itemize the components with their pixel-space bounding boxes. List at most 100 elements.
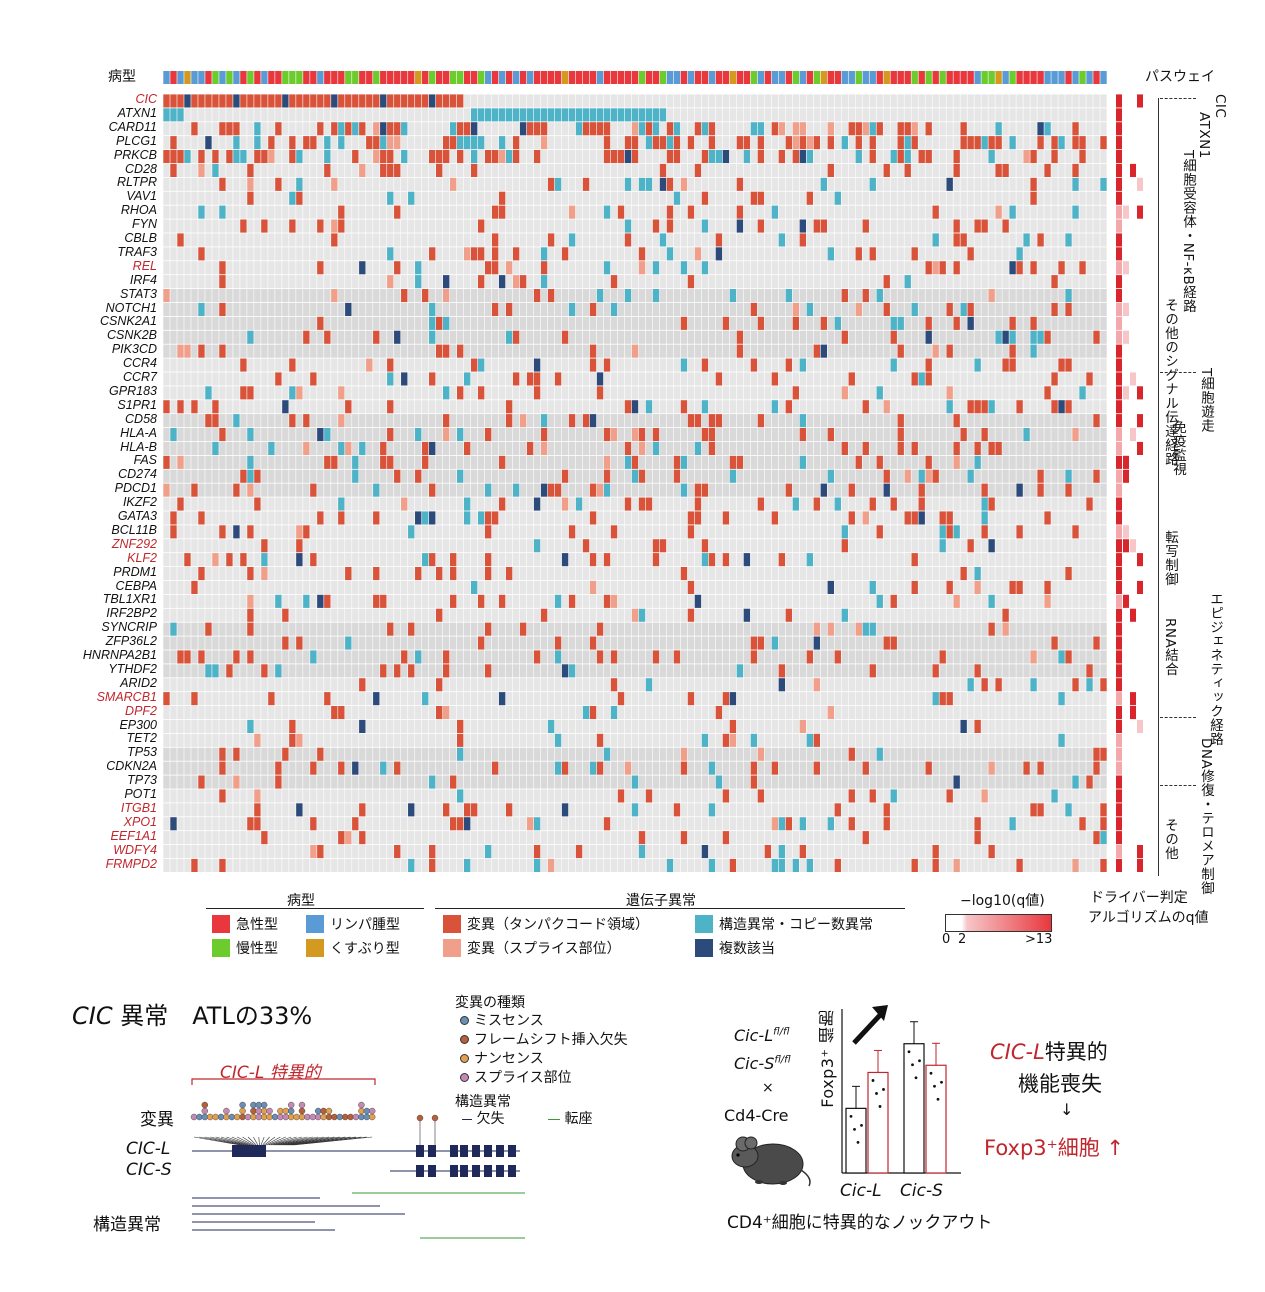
oncoprint-cell: [771, 219, 779, 233]
oncoprint-cell: [806, 247, 814, 261]
oncoprint-cell: [275, 483, 282, 497]
oncoprint-cell: [331, 539, 338, 553]
oncoprint-cell: [352, 539, 359, 553]
oncoprint-cell: [436, 233, 443, 247]
oncoprint-cell: [1016, 219, 1023, 233]
oncoprint-cell: [1002, 428, 1009, 442]
oncoprint-cell: [862, 469, 869, 483]
oncoprint-cell: [268, 330, 275, 344]
oncoprint-cell: [282, 94, 289, 108]
oncoprint-cell: [219, 205, 226, 219]
oncoprint-cell: [876, 344, 883, 358]
oncoprint-cell: [995, 177, 1002, 191]
oncoprint-cell: [631, 553, 639, 567]
oncoprint-cell: [862, 414, 869, 428]
oncoprint-cell: [429, 122, 436, 136]
oncoprint-cell: [750, 247, 758, 261]
oncoprint-cell: [163, 177, 170, 191]
oncoprint-cell: [331, 455, 338, 469]
oncoprint-cell: [310, 261, 317, 275]
oncoprint-cell: [813, 372, 821, 386]
oncoprint-cell: [624, 122, 632, 136]
oncoprint-cell: [862, 302, 869, 316]
oncoprint-cell: [170, 428, 177, 442]
q-value-cell: [1116, 330, 1122, 344]
oncoprint-cell: [666, 414, 674, 428]
oncoprint-cell: [764, 344, 772, 358]
oncoprint-cell: [617, 122, 625, 136]
oncoprint-cell: [163, 219, 170, 233]
q-value-cell: [1116, 191, 1122, 205]
oncoprint-cell: [247, 108, 254, 122]
oncoprint-cell: [939, 455, 946, 469]
oncoprint-cell: [603, 150, 611, 164]
oncoprint-cell: [401, 414, 408, 428]
oncoprint-cell: [373, 191, 380, 205]
oncoprint-cell: [1037, 441, 1044, 455]
oncoprint-cell: [1086, 386, 1093, 400]
oncoprint-cell: [338, 233, 345, 247]
oncoprint-cell: [170, 511, 177, 525]
oncoprint-cell: [708, 511, 716, 525]
oncoprint-cell: [345, 414, 352, 428]
pathology-cell: [638, 71, 646, 84]
oncoprint-cell: [449, 414, 457, 428]
oncoprint-cell: [282, 483, 289, 497]
oncoprint-cell: [268, 122, 275, 136]
oncoprint-cell: [1079, 247, 1086, 261]
oncoprint-cell: [666, 191, 674, 205]
oncoprint-cell: [1072, 511, 1079, 525]
oncoprint-cell: [967, 136, 974, 150]
oncoprint-cell: [387, 150, 394, 164]
oncoprint-cell: [275, 497, 282, 511]
oncoprint-cell: [247, 219, 254, 233]
oncoprint-cell: [953, 289, 960, 303]
oncoprint-cell: [981, 247, 988, 261]
oncoprint-cell: [163, 108, 170, 122]
oncoprint-cell: [960, 108, 967, 122]
oncoprint-cell: [1009, 483, 1016, 497]
oncoprint-cell: [261, 525, 268, 539]
oncoprint-cell: [757, 289, 765, 303]
oncoprint-cell: [247, 553, 254, 567]
oncoprint-cell: [1023, 289, 1030, 303]
oncoprint-cell: [519, 219, 527, 233]
oncoprint-cell: [512, 261, 520, 275]
oncoprint-cell: [170, 302, 177, 316]
oncoprint-cell: [547, 177, 555, 191]
oncoprint-cell: [981, 108, 988, 122]
oncoprint-cell: [680, 205, 688, 219]
oncoprint-cell: [617, 316, 625, 330]
oncoprint-cell: [645, 455, 653, 469]
oncoprint-cell: [694, 150, 702, 164]
oncoprint-cell: [205, 428, 212, 442]
oncoprint-cell: [212, 219, 219, 233]
oncoprint-cell: [401, 455, 408, 469]
oncoprint-cell: [743, 400, 751, 414]
oncoprint-cell: [960, 497, 967, 511]
oncoprint-cell: [247, 358, 254, 372]
oncoprint-cell: [757, 150, 765, 164]
oncoprint-cell: [988, 567, 995, 581]
oncoprint-cell: [1079, 191, 1086, 205]
oncoprint-cell: [401, 191, 408, 205]
oncoprint-cell: [484, 372, 492, 386]
oncoprint-cell: [645, 177, 653, 191]
oncoprint-cell: [429, 455, 436, 469]
oncoprint-cell: [876, 441, 883, 455]
oncoprint-cell: [939, 108, 946, 122]
oncoprint-cell: [484, 511, 492, 525]
oncoprint-cell: [687, 553, 695, 567]
oncoprint-cell: [324, 511, 331, 525]
oncoprint-cell: [1093, 400, 1100, 414]
oncoprint-cell: [366, 316, 373, 330]
oncoprint-cell: [191, 483, 198, 497]
oncoprint-cell: [226, 372, 233, 386]
oncoprint-cell: [974, 150, 981, 164]
oncoprint-cell: [1023, 441, 1030, 455]
oncoprint-cell: [519, 316, 527, 330]
oncoprint-cell: [296, 219, 303, 233]
oncoprint-cell: [869, 177, 876, 191]
oncoprint-cell: [470, 205, 478, 219]
oncoprint-cell: [1023, 136, 1030, 150]
